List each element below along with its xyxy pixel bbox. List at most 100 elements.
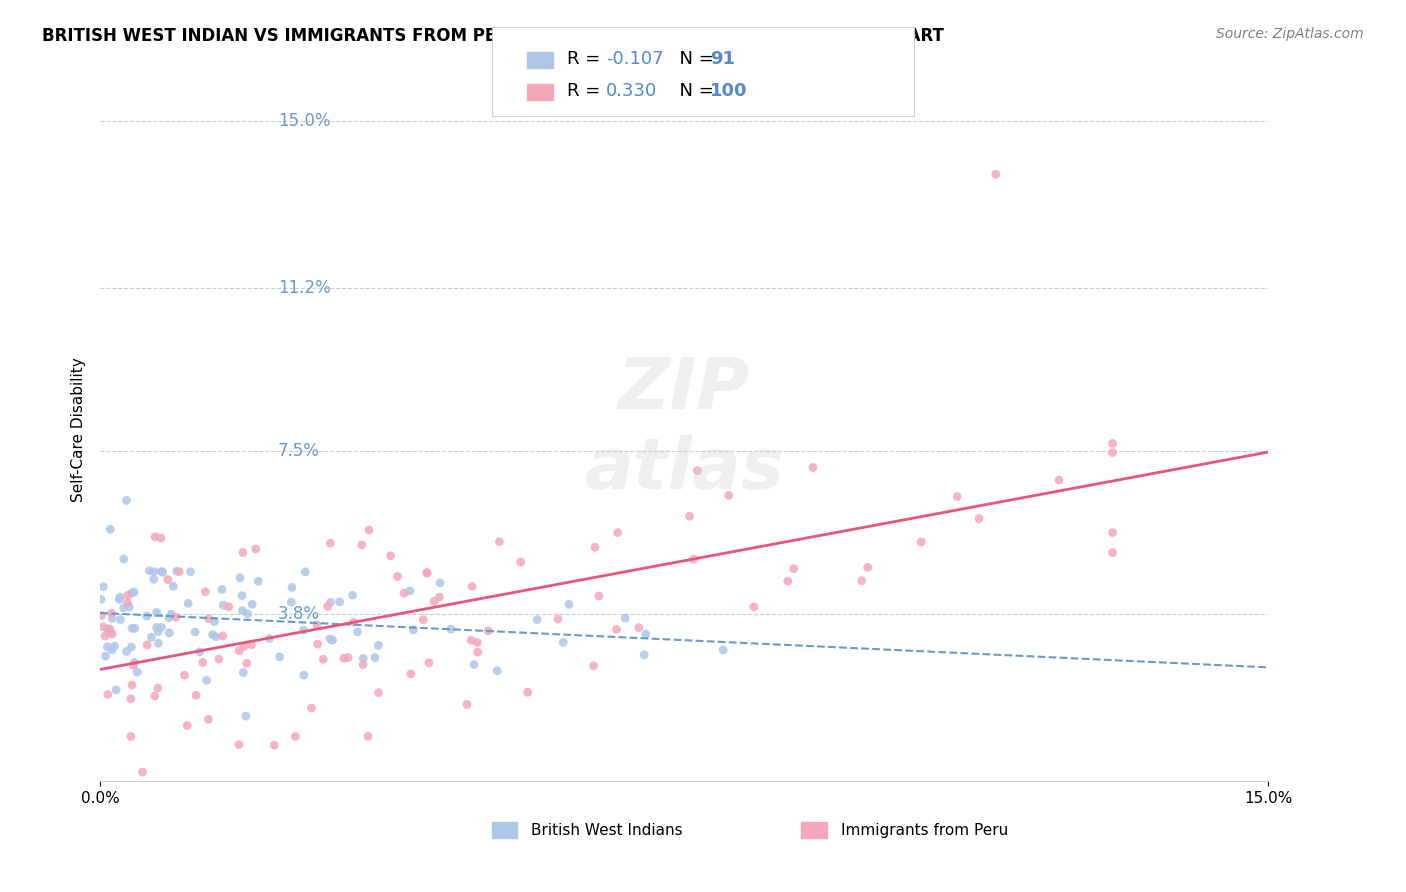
Text: 91: 91 (710, 50, 735, 68)
Point (776, 574, 799, 588)
Point (359, 523, 381, 537)
Point (343, 615, 366, 630)
Point (149, 531, 172, 545)
Point (100, 625, 122, 640)
Point (150, 565, 173, 579)
Point (97, 688, 120, 702)
Point (218, 599, 240, 614)
Point (412, 613, 434, 627)
Point (1101, 545, 1123, 559)
Point (240, 598, 263, 612)
Point (1101, 525, 1123, 540)
Text: R =: R = (567, 50, 606, 68)
Point (124, 656, 146, 670)
Point (392, 586, 415, 600)
Point (135, 609, 157, 624)
Point (146, 624, 169, 639)
Point (367, 686, 389, 700)
Point (236, 607, 259, 621)
Point (120, 730, 142, 744)
Point (526, 613, 548, 627)
Point (352, 657, 374, 672)
Point (350, 538, 373, 552)
Point (143, 689, 166, 703)
Point (319, 595, 342, 609)
Point (967, 511, 990, 525)
Point (110, 613, 132, 627)
Point (176, 718, 198, 732)
Point (177, 596, 200, 610)
Point (184, 625, 207, 640)
Point (145, 606, 167, 620)
Point (312, 652, 335, 666)
Point (465, 635, 488, 649)
Point (212, 598, 235, 612)
Point (416, 566, 439, 580)
Point (117, 596, 139, 610)
Point (94, 649, 117, 664)
Point (711, 643, 734, 657)
Point (682, 552, 704, 566)
Point (131, 765, 153, 780)
Point (191, 656, 214, 670)
Point (605, 623, 627, 637)
Point (307, 637, 329, 651)
Point (101, 642, 124, 657)
Point (136, 638, 159, 652)
Point (380, 549, 402, 563)
Point (910, 535, 932, 549)
Point (357, 729, 380, 743)
Point (247, 574, 270, 589)
Point (429, 575, 451, 590)
Point (292, 668, 315, 682)
Point (236, 657, 259, 671)
Point (98, 625, 121, 640)
Point (142, 565, 165, 579)
Point (162, 579, 184, 593)
Point (197, 712, 219, 726)
Point (157, 610, 180, 624)
Text: 100: 100 (710, 82, 748, 100)
Point (364, 650, 387, 665)
Point (337, 650, 360, 665)
Text: N =: N = (668, 50, 720, 68)
Point (231, 604, 253, 618)
Point (402, 623, 425, 637)
Point (634, 627, 657, 641)
Point (1101, 445, 1123, 459)
Point (461, 579, 484, 593)
Point (418, 656, 440, 670)
Point (146, 681, 169, 695)
Point (115, 493, 138, 508)
Point (633, 648, 655, 662)
Point (553, 635, 575, 649)
Point (456, 698, 478, 712)
Point (280, 595, 302, 609)
Point (157, 626, 180, 640)
Point (399, 583, 422, 598)
Point (232, 545, 254, 559)
Point (416, 566, 439, 581)
Point (856, 560, 879, 574)
Y-axis label: Self-Care Disability: Self-Care Disability (72, 357, 86, 501)
Point (194, 584, 217, 599)
Point (121, 678, 143, 692)
Point (269, 649, 291, 664)
Point (112, 552, 135, 566)
Point (717, 488, 740, 502)
Point (516, 685, 538, 699)
Point (367, 639, 389, 653)
Text: Immigrants from Peru: Immigrants from Peru (841, 823, 1008, 838)
Point (122, 658, 145, 673)
Point (204, 615, 226, 629)
Point (122, 585, 145, 599)
Point (509, 555, 531, 569)
Point (118, 600, 141, 615)
Point (141, 630, 163, 644)
Point (166, 564, 188, 578)
Point (228, 738, 250, 752)
Point (91, 620, 114, 634)
Point (627, 621, 650, 635)
Point (127, 665, 149, 679)
Point (232, 665, 254, 680)
